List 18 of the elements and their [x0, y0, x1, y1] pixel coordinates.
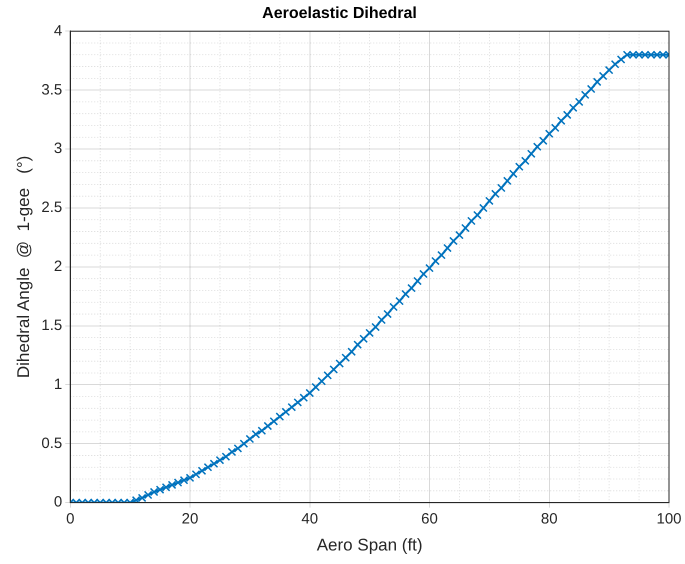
- x-tick-label: 60: [421, 510, 438, 528]
- y-tick-label: 1.5: [41, 316, 62, 334]
- y-tick-label: 3: [54, 140, 62, 158]
- y-tick-label: 4: [54, 22, 62, 40]
- y-tick-label: 0.5: [41, 434, 62, 452]
- x-tick-label: 100: [656, 510, 682, 528]
- x-tick-label: 20: [182, 510, 198, 528]
- y-tick-label: 0: [54, 494, 62, 511]
- x-axis-title: Aero Span (ft): [316, 535, 423, 554]
- y-axis-title: Dihedral Angle @ 1-gee (°): [14, 156, 33, 378]
- y-tick-label: 2.5: [41, 199, 62, 216]
- y-tick-label: 1: [54, 376, 62, 393]
- y-tick-label: 3.5: [41, 81, 62, 98]
- chart-title: Aeroelastic Dihedral: [262, 5, 417, 22]
- x-tick-label: 80: [540, 510, 558, 528]
- y-tick-label: 2: [54, 258, 62, 276]
- x-tick-label: 0: [66, 510, 74, 528]
- x-tick-label: 40: [301, 510, 318, 528]
